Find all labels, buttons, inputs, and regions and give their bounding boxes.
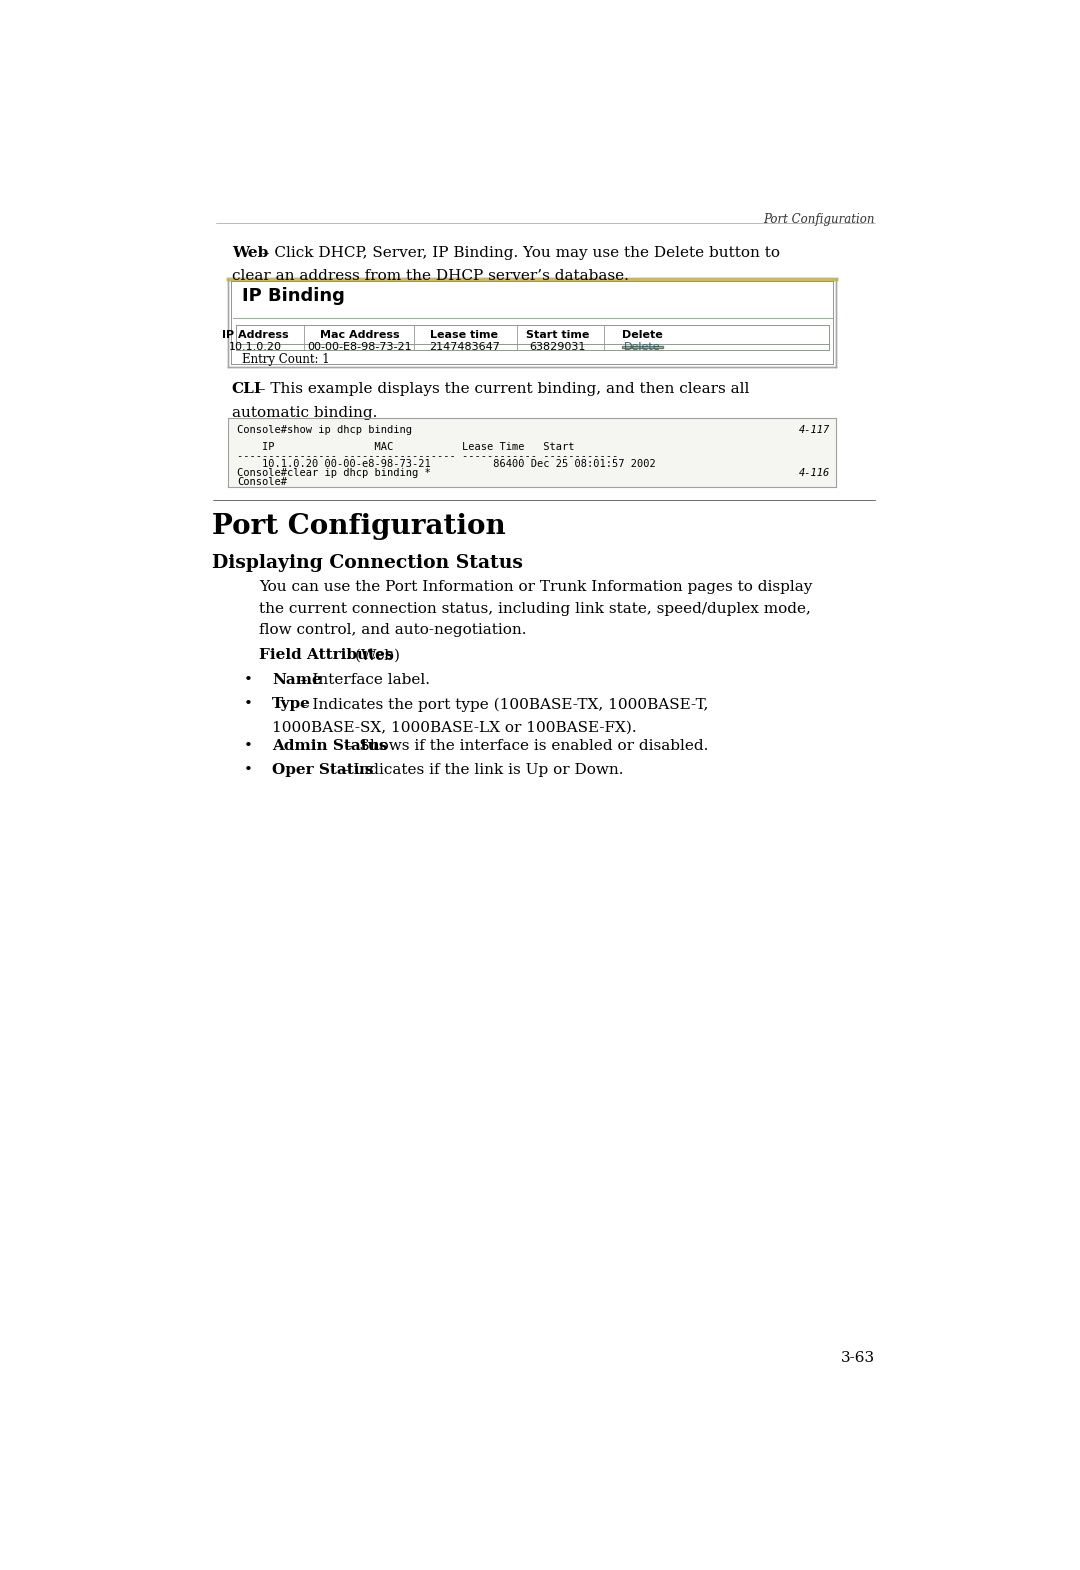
Text: 00-00-E8-98-73-21: 00-00-E8-98-73-21 — [308, 342, 413, 352]
Text: flow control, and auto-negotiation.: flow control, and auto-negotiation. — [259, 623, 527, 637]
Text: 2147483647: 2147483647 — [429, 342, 500, 352]
Text: Console#show ip dhcp binding: Console#show ip dhcp binding — [238, 425, 413, 435]
Text: Entry Count: 1: Entry Count: 1 — [242, 353, 329, 366]
Text: •: • — [243, 697, 253, 711]
Text: Mac Address: Mac Address — [320, 330, 400, 339]
Text: Field Attributes: Field Attributes — [259, 648, 393, 663]
Text: IP                MAC           Lease Time   Start: IP MAC Lease Time Start — [238, 443, 575, 452]
Text: 4-117: 4-117 — [799, 425, 831, 435]
Text: Port Configuration: Port Configuration — [213, 513, 507, 540]
Text: 63829031: 63829031 — [529, 342, 585, 352]
Text: Web: Web — [232, 246, 268, 261]
Bar — [228, 418, 836, 487]
Text: – Indicates if the link is Up or Down.: – Indicates if the link is Up or Down. — [336, 763, 623, 777]
Text: Displaying Connection Status: Displaying Connection Status — [213, 554, 524, 571]
Text: – This example displays the current binding, and then clears all: – This example displays the current bind… — [253, 383, 750, 397]
Text: CLI: CLI — [232, 383, 261, 397]
Text: 4-116: 4-116 — [799, 468, 831, 477]
Text: •: • — [243, 739, 253, 754]
Text: 10.1.0.20: 10.1.0.20 — [229, 342, 282, 352]
Text: 1000BASE-SX, 1000BASE-LX or 100BASE-FX).: 1000BASE-SX, 1000BASE-LX or 100BASE-FX). — [272, 721, 637, 735]
Text: Delete: Delete — [624, 342, 661, 352]
Text: – Interface label.: – Interface label. — [296, 674, 431, 688]
Text: Lease time: Lease time — [430, 330, 498, 339]
Text: clear an address from the DHCP server’s database.: clear an address from the DHCP server’s … — [232, 268, 629, 283]
Text: Type: Type — [272, 697, 311, 711]
Text: Console#clear ip dhcp binding *: Console#clear ip dhcp binding * — [238, 468, 431, 477]
Text: ---------------- ------------------ ------------ ------------: ---------------- ------------------ ----… — [238, 451, 619, 460]
Bar — [228, 279, 836, 367]
Text: – Shows if the interface is enabled or disabled.: – Shows if the interface is enabled or d… — [342, 739, 708, 754]
Text: 10.1.0.20 00-00-e8-98-73-21          86400 Dec 25 08:01:57 2002: 10.1.0.20 00-00-e8-98-73-21 86400 Dec 25… — [238, 460, 656, 469]
Text: Oper Status: Oper Status — [272, 763, 374, 777]
Text: – Click DHCP, Server, IP Binding. You may use the Delete button to: – Click DHCP, Server, IP Binding. You ma… — [257, 246, 781, 261]
Text: IP Binding: IP Binding — [242, 287, 345, 305]
Text: automatic binding.: automatic binding. — [232, 405, 377, 419]
Text: •: • — [243, 674, 253, 688]
Text: (Web): (Web) — [350, 648, 401, 663]
Text: IP Address: IP Address — [221, 330, 288, 339]
Text: Delete: Delete — [622, 330, 663, 339]
Text: Port Configuration: Port Configuration — [764, 214, 875, 226]
Text: the current connection status, including link state, speed/duplex mode,: the current connection status, including… — [259, 601, 811, 615]
Text: You can use the Port Information or Trunk Information pages to display: You can use the Port Information or Trun… — [259, 579, 812, 593]
Text: Console#: Console# — [238, 477, 287, 487]
Text: Start time: Start time — [526, 330, 589, 339]
Text: Admin Status: Admin Status — [272, 739, 388, 754]
Text: Name: Name — [272, 674, 322, 688]
Text: •: • — [243, 763, 253, 777]
Text: – Indicates the port type (100BASE-TX, 1000BASE-T,: – Indicates the port type (100BASE-TX, 1… — [296, 697, 708, 711]
Text: 3-63: 3-63 — [841, 1350, 875, 1364]
